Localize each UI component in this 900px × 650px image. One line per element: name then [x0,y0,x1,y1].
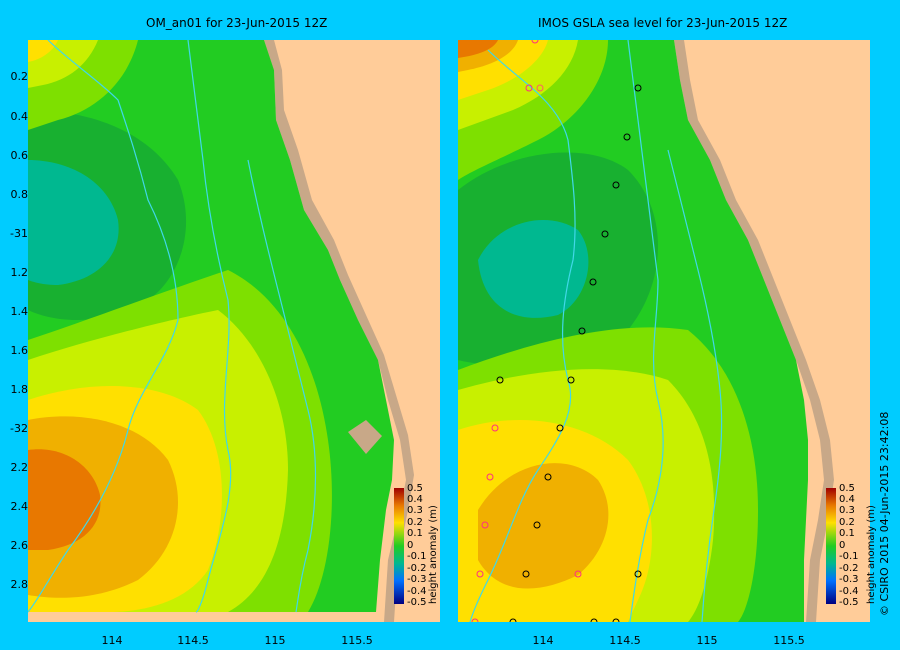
observation-marker [601,230,609,238]
colorbar-tick: 0.2 [839,517,855,528]
lon-label-left: 114.5 [177,634,209,647]
colorbar-unit-label: height anomaly (m) [428,505,439,604]
observation-marker [612,618,620,622]
observation-map [458,40,870,622]
bathymetry-contour [469,49,576,622]
observation-marker [634,84,642,92]
lat-label: 1.4 [10,305,29,318]
observation-map-panel [458,40,870,622]
colorbar-tick: -0.3 [407,574,427,585]
lat-label: -32 [10,422,28,435]
colorbar-tick: 0.2 [407,517,423,528]
lon-label-left: 114 [101,634,123,647]
lat-label: 2.6 [10,539,29,552]
colorbar-tick: 0.5 [839,483,855,494]
colorbar-tick: -0.1 [839,551,859,562]
colorbar-tick: 0.4 [839,494,855,505]
colorbar-tick: -0.2 [839,563,859,574]
observation-marker [589,278,597,286]
lat-label: 1.6 [10,344,29,357]
bathymetry-contour [627,40,664,622]
colorbar-tick: -0.3 [839,574,859,585]
model-map [28,40,440,622]
lat-label: 1.2 [10,266,29,279]
observation-marker [481,521,489,529]
lat-label: 0.4 [10,110,29,123]
right-map-title: IMOS GSLA sea level for 23-Jun-2015 12Z [538,16,788,30]
colorbar-tick: -0.4 [407,586,427,597]
lon-label-right: 115 [696,634,718,647]
observation-marker [491,424,499,432]
colorbar-tick: 0 [407,540,414,551]
lat-label: -31 [10,227,28,240]
colorbar-gradient [826,488,836,604]
observation-marker [486,473,494,481]
colorbar-gradient [394,488,404,604]
land [274,40,440,622]
colorbar-tick: -0.4 [839,586,859,597]
lat-label: 2.2 [10,461,29,474]
observation-marker [533,521,541,529]
observation-marker [496,376,504,384]
colorbar-tick: 0.3 [407,505,423,516]
anomaly-high-n [458,40,498,58]
bathymetry-contour [667,149,723,622]
model-map-panel [28,40,440,622]
colorbar-tick: 0.1 [407,528,423,539]
observation-marker [522,570,530,578]
observation-marker [476,570,484,578]
observation-marker [590,618,598,622]
observation-marker [556,424,564,432]
lon-label-right: 114 [532,634,554,647]
lat-label: 0.8 [10,188,29,201]
island [348,420,382,454]
colorbar-tick: 0.1 [839,528,855,539]
bathymetry-contour [28,40,179,613]
bathymetry-contour [187,40,232,613]
lat-label: 2.8 [10,578,29,591]
colorbar-tick: -0.5 [407,597,427,608]
observation-marker [509,618,517,622]
observation-marker [525,84,533,92]
lon-label-left: 115 [264,634,286,647]
colorbar-tick: 0.4 [407,494,423,505]
colorbar-tick: 0.3 [839,505,855,516]
colorbar-tick: -0.2 [407,563,427,574]
colorbar-tick: 0.5 [407,483,423,494]
copyright-credit: © CSIRO 2015 04-Jun-2015 23:42:08 [878,411,891,616]
observation-marker [574,570,582,578]
anomaly-teal [28,160,119,285]
land [684,40,870,622]
lat-label: 0.6 [10,149,29,162]
colorbar-tick: 0 [839,540,846,551]
colorbar-tick: -0.1 [407,551,427,562]
observation-marker [623,133,631,141]
observation-marker [578,327,586,335]
observation-marker [567,376,575,384]
lon-label-right: 115.5 [773,634,805,647]
observation-markers [471,40,642,622]
bathymetry-contour [247,159,317,613]
observation-marker [544,473,552,481]
observation-marker [471,618,479,622]
colorbar-unit-label: height anomaly (m) [866,505,877,604]
observation-marker [531,40,539,44]
observation-marker [634,570,642,578]
anomaly-midhigh [478,463,609,589]
colorbar-tick: -0.5 [839,597,859,608]
lon-label-left: 115.5 [341,634,373,647]
observation-marker [536,84,544,92]
observation-marker [612,181,620,189]
anomaly-yellow-n [28,40,58,62]
anomaly-teal [478,220,589,318]
anomaly-high [28,449,101,550]
lat-label: 0.2 [10,70,29,83]
lat-label: 1.8 [10,383,29,396]
lon-label-right: 114.5 [609,634,641,647]
lat-label: 2.4 [10,500,29,513]
left-map-title: OM_an01 for 23-Jun-2015 12Z [146,16,328,30]
